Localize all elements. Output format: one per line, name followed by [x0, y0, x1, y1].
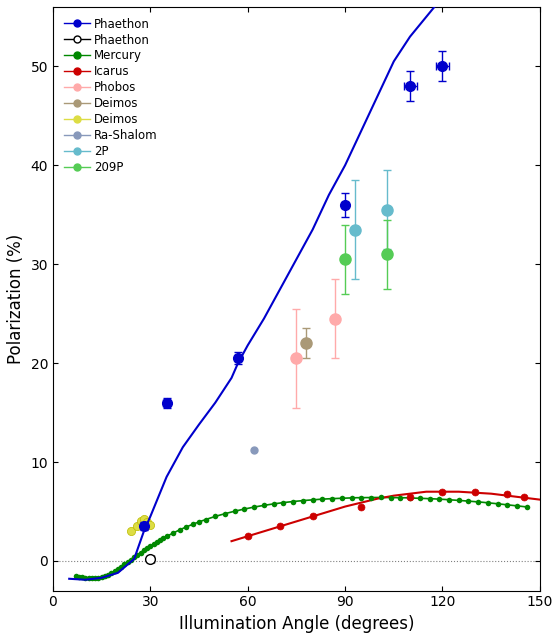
Point — [279, 497, 288, 508]
Point — [519, 492, 528, 502]
X-axis label: Illumination Angle (degrees): Illumination Angle (degrees) — [179, 615, 414, 633]
Point — [133, 521, 142, 531]
Point — [386, 492, 395, 502]
Point — [289, 497, 298, 507]
Point — [328, 493, 337, 504]
Point — [143, 517, 152, 527]
Point — [146, 541, 155, 551]
Point — [136, 547, 145, 557]
Point — [146, 520, 155, 531]
Point — [337, 493, 346, 503]
Legend: Phaethon, Phaethon, Mercury, Icarus, Phobos, Deimos, Deimos, Ra-Shalom, 2P, 209P: Phaethon, Phaethon, Mercury, Icarus, Pho… — [59, 13, 162, 179]
Point — [123, 557, 132, 567]
Point — [156, 535, 165, 545]
Point — [130, 552, 139, 563]
Point — [110, 566, 119, 577]
Point — [318, 494, 327, 504]
Point — [97, 572, 106, 582]
Point — [503, 500, 512, 510]
Point — [512, 500, 521, 511]
Point — [416, 493, 424, 503]
Point — [483, 498, 492, 508]
Point — [116, 561, 125, 572]
Point — [120, 559, 129, 570]
Point — [445, 495, 454, 505]
Point — [367, 492, 376, 502]
Point — [396, 493, 405, 503]
Point — [139, 545, 148, 556]
Point — [259, 500, 268, 511]
Point — [91, 573, 100, 583]
Point — [250, 502, 259, 512]
Point — [169, 528, 178, 538]
Point — [376, 492, 385, 502]
Y-axis label: Polarization (%): Polarization (%) — [7, 234, 25, 364]
Point — [405, 492, 414, 502]
Point — [435, 494, 444, 504]
Point — [464, 496, 473, 506]
Point — [522, 502, 531, 512]
Point — [133, 550, 142, 560]
Point — [357, 501, 366, 511]
Point — [175, 525, 184, 535]
Point — [152, 537, 161, 547]
Point — [243, 531, 252, 541]
Point — [78, 572, 87, 582]
Point — [474, 497, 483, 507]
Point — [188, 519, 197, 529]
Point — [454, 495, 463, 506]
Point — [94, 573, 103, 583]
Point — [81, 573, 90, 583]
Point — [143, 543, 152, 553]
Point — [107, 568, 116, 579]
Point — [74, 572, 83, 582]
Point — [139, 515, 148, 525]
Point — [503, 488, 512, 499]
Point — [149, 539, 158, 549]
Point — [162, 531, 171, 541]
Point — [425, 493, 434, 504]
Point — [71, 571, 80, 581]
Point — [181, 522, 190, 532]
Point — [100, 571, 109, 581]
Point — [194, 516, 203, 527]
Point — [493, 499, 502, 509]
Point — [405, 493, 414, 503]
Point — [269, 499, 278, 509]
Point — [84, 573, 93, 583]
Point — [201, 515, 210, 525]
Point — [211, 511, 220, 522]
Point — [104, 570, 113, 580]
Point — [240, 504, 249, 514]
Point — [347, 493, 356, 503]
Point — [221, 509, 230, 519]
Point — [230, 506, 239, 516]
Point — [438, 486, 447, 497]
Point — [250, 445, 259, 455]
Point — [308, 495, 317, 505]
Point — [159, 533, 168, 543]
Point — [127, 554, 136, 564]
Point — [470, 486, 479, 497]
Point — [357, 493, 366, 503]
Point — [308, 511, 317, 522]
Point — [114, 564, 123, 574]
Point — [276, 521, 284, 531]
Point — [136, 516, 145, 527]
Point — [298, 495, 307, 506]
Point — [87, 573, 96, 583]
Point — [127, 526, 136, 536]
